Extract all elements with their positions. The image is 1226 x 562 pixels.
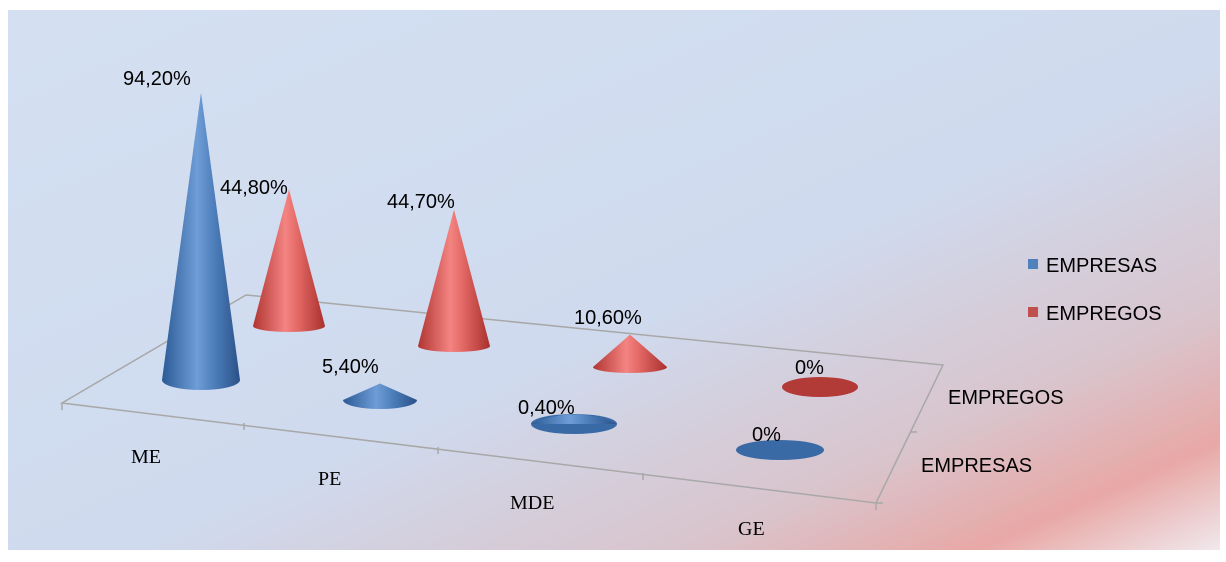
- legend-swatch-empregos: [1028, 307, 1038, 317]
- cone-body-empregos-mde: [593, 334, 667, 373]
- cone-body-empregos-pe: [418, 209, 490, 352]
- data-label-empresas-mde: 0,40%: [518, 397, 575, 419]
- legend-label-empresas: EMPRESAS: [1046, 255, 1157, 277]
- cone-body-empresas-pe: [343, 383, 417, 409]
- axis-ticks: [61, 403, 917, 510]
- data-label-empresas-ge: 0%: [752, 424, 781, 446]
- cone-disc-empregos-ge: [782, 377, 858, 397]
- cone-body-empregos-me: [253, 189, 325, 332]
- data-label-empregos-ge: 0%: [795, 357, 824, 379]
- data-label-empresas-pe: 5,40%: [322, 356, 379, 378]
- data-label-empresas-me: 94,20%: [123, 68, 191, 90]
- cone-body-empresas-me: [162, 92, 240, 390]
- cone-marks: [162, 92, 858, 460]
- legend: EMPRESAS EMPREGOS: [1028, 255, 1162, 325]
- data-label-empregos-mde: 10,60%: [574, 307, 642, 329]
- legend-swatch-empresas: [1028, 259, 1038, 269]
- category-label-ge: GE: [738, 518, 765, 540]
- cone-empresas-pe: [343, 383, 417, 409]
- data-label-empregos-me: 44,80%: [220, 177, 288, 199]
- cone-empresas-mde: [531, 414, 617, 434]
- legend-label-empregos: EMPREGOS: [1046, 303, 1162, 325]
- cone-empresas-me: [162, 92, 240, 390]
- cone-empregos-ge: [782, 377, 858, 397]
- depth-label-empresas: EMPRESAS: [921, 455, 1032, 477]
- depth-label-empregos: EMPREGOS: [948, 387, 1064, 409]
- data-label-empregos-pe: 44,70%: [387, 191, 455, 213]
- cone-empregos-me: [253, 189, 325, 332]
- category-label-pe: PE: [318, 468, 341, 490]
- data-labels: 44,80% 44,70% 10,60% 0% 94,20% 5,40% 0,40% 0%: [123, 68, 824, 446]
- cone-empregos-pe: [418, 209, 490, 352]
- cone-empregos-mde: [593, 334, 667, 373]
- cone-disc-empresas-ge: [736, 440, 824, 460]
- category-label-mde: MDE: [510, 492, 554, 514]
- cone-cap-empresas-mde: [531, 414, 617, 424]
- category-label-me: ME: [131, 446, 161, 468]
- cone-empresas-ge: [736, 440, 824, 460]
